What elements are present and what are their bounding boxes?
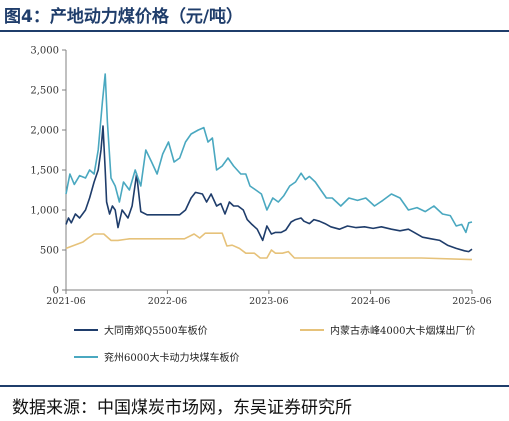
source-note: 数据来源：中国煤炭市场网，东吴证券研究所: [12, 398, 352, 418]
y-tick-label: 3,000: [30, 46, 59, 57]
x-tick-label: 2024-06: [351, 296, 390, 307]
series-lines: [65, 73, 473, 261]
y-tick-label: 2,500: [30, 86, 59, 97]
legend-label-1: 大同南郊Q5500车板价: [104, 324, 208, 337]
legend-label-2: 内蒙古赤峰4000大卡烟煤出厂价: [330, 324, 475, 337]
y-tick-label: 500: [40, 246, 59, 257]
y-tick-label: 2,000: [30, 126, 59, 137]
title-rule: [0, 30, 509, 32]
legend: 大同南郊Q5500车板价 内蒙古赤峰4000大卡烟煤出厂价兖州6000大卡动力块煤…: [74, 324, 475, 364]
footer-rule: [0, 385, 509, 387]
y-tick-label: 1,000: [30, 206, 59, 217]
legend-label-3: 兖州6000大卡动力块煤车板价: [104, 351, 239, 364]
series-line-3: [65, 73, 473, 234]
x-tick-label: 2022-06: [148, 296, 187, 307]
y-tick-label: 0: [53, 286, 59, 297]
x-tick-labels: 2021-06 2022-06 2023-06 2024-06 2025-06: [46, 290, 492, 307]
y-tick-labels: 0 500 1,000 1,500 2,000 2,500 3,000: [30, 46, 66, 297]
y-tick-label: 1,500: [30, 166, 59, 177]
figure-title: 图4：产地动力煤价格（元/吨）: [4, 7, 244, 27]
x-tick-label: 2025-06: [452, 296, 491, 307]
series-line-1: [65, 125, 473, 253]
x-tick-label: 2021-06: [46, 296, 85, 307]
series-line-2: [65, 232, 473, 261]
x-tick-label: 2023-06: [249, 296, 288, 307]
